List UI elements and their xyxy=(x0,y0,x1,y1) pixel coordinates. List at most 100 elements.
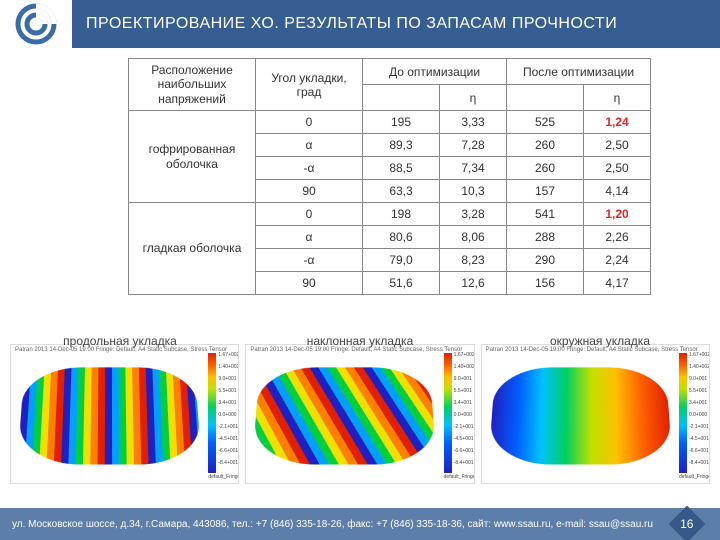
cell-v2: 260 xyxy=(507,134,584,157)
legend-tick: -8.4+001 xyxy=(689,461,709,466)
cell-angle: -α xyxy=(256,249,363,272)
legend-tick: -8.4+001 xyxy=(218,461,238,466)
cell-angle: α xyxy=(256,134,363,157)
cell-e1: 10,3 xyxy=(440,180,507,203)
panels-row: Patran 2013 14-Dec-05 19:00 Fringe: Defa… xyxy=(10,344,710,484)
cell-v2: 525 xyxy=(507,111,584,134)
page-number-diamond: 16 xyxy=(669,506,706,540)
legend-label: default_Fringe xyxy=(679,475,710,480)
fringe-cylinder-icon xyxy=(488,367,673,464)
cell-v2: 157 xyxy=(507,180,584,203)
panel-captions-row: продольная укладка наклонная укладка окр… xyxy=(0,334,720,348)
cell-angle: α xyxy=(256,226,363,249)
th-after: После оптимизации xyxy=(507,59,651,85)
cell-v2: 290 xyxy=(507,249,584,272)
cell-e2: 2,50 xyxy=(584,157,651,180)
results-table: Расположение наибольших напряжений Угол … xyxy=(128,58,651,295)
legend-tick: -4.5+001 xyxy=(454,437,474,442)
page-number: 16 xyxy=(680,517,693,531)
fringe-legend: 1.67+0021.40+0029.0+0015.5+0013.4+0010.0… xyxy=(679,353,707,473)
cell-v1: 63,3 xyxy=(363,180,440,203)
slide: ПРОЕКТИРОВАНИЕ ХО. РЕЗУЛЬТАТЫ ПО ЗАПАСАМ… xyxy=(0,0,720,540)
cell-angle: 0 xyxy=(256,203,363,226)
legend-tick: 9.0+001 xyxy=(689,377,707,382)
legend-tick: 5.5+001 xyxy=(689,389,707,394)
group-label: гладкая оболочка xyxy=(129,203,256,295)
th-before: До оптимизации xyxy=(363,59,507,85)
legend-tick: 1.67+002 xyxy=(218,353,239,358)
cell-e1: 12,6 xyxy=(440,272,507,295)
th-blank2 xyxy=(507,85,584,111)
legend-tick: -4.5+001 xyxy=(689,437,709,442)
caption-oblique: наклонная укладка xyxy=(240,334,480,348)
cell-e1: 8,06 xyxy=(440,226,507,249)
fringe-legend: 1.67+002 1.40+002 9.0+001 5.5+001 3.4+001 0.0… xyxy=(208,353,236,473)
legend-tick: -2.1+001 xyxy=(454,425,474,430)
th-blank1 xyxy=(363,85,440,111)
cell-angle: 90 xyxy=(256,180,363,203)
cell-v1: 195 xyxy=(363,111,440,134)
cell-e2: 2,50 xyxy=(584,134,651,157)
cell-e2: 2,26 xyxy=(584,226,651,249)
logo-swirl-icon xyxy=(14,2,58,46)
cell-angle: -α xyxy=(256,157,363,180)
cell-e1: 3,33 xyxy=(440,111,507,134)
legend-tick: 1.40+002 xyxy=(218,365,239,370)
legend-tick: -6.6+001 xyxy=(454,449,474,454)
cell-v1: 89,3 xyxy=(363,134,440,157)
fringe-cylinder-icon xyxy=(253,367,438,464)
cell-v2: 541 xyxy=(507,203,584,226)
caption-circumferential: окружная укладка xyxy=(480,334,720,348)
legend-label: default_Fringe xyxy=(208,475,239,480)
cell-e2: 1,20 xyxy=(584,203,651,226)
legend-tick: 3.4+001 xyxy=(218,401,236,406)
fringe-legend: 1.67+0021.40+0029.0+0015.5+0013.4+0010.0… xyxy=(444,353,472,473)
legend-tick: -2.1+001 xyxy=(689,425,709,430)
cell-v2: 260 xyxy=(507,157,584,180)
table-row: гладкая оболочка01983,285411,20 xyxy=(129,203,651,226)
cell-v1: 88,5 xyxy=(363,157,440,180)
table-row: гофрированная оболочка01953,335251,24 xyxy=(129,111,651,134)
cell-e1: 3,28 xyxy=(440,203,507,226)
legend-tick: 1.67+002 xyxy=(454,353,475,358)
legend-tick: -6.6+001 xyxy=(218,449,238,454)
legend-tick: -4.5+001 xyxy=(218,437,238,442)
legend-tick: 1.40+002 xyxy=(689,365,710,370)
cell-angle: 90 xyxy=(256,272,363,295)
cell-e2: 2,24 xyxy=(584,249,651,272)
cell-v2: 288 xyxy=(507,226,584,249)
cell-e1: 7,28 xyxy=(440,134,507,157)
cell-v1: 79,0 xyxy=(363,249,440,272)
legend-tick: 3.4+001 xyxy=(454,401,472,406)
legend-tick: 3.4+001 xyxy=(689,401,707,406)
th-eta1: η xyxy=(440,85,507,111)
th-eta2: η xyxy=(584,85,651,111)
cell-e2: 4,17 xyxy=(584,272,651,295)
cell-v1: 80,6 xyxy=(363,226,440,249)
cell-v1: 198 xyxy=(363,203,440,226)
legend-tick: -6.6+001 xyxy=(689,449,709,454)
legend-tick: 5.5+001 xyxy=(454,389,472,394)
footer: ул. Московское шоссе, д.34, г.Самара, 44… xyxy=(0,508,720,540)
legend-tick: 0.0+000 xyxy=(218,413,236,418)
logo-band xyxy=(0,0,72,48)
legend-tick: 9.0+001 xyxy=(218,377,236,382)
th-location: Расположение наибольших напряжений xyxy=(129,59,256,111)
legend-tick: 5.5+001 xyxy=(218,389,236,394)
legend-tick: -2.1+001 xyxy=(218,425,238,430)
panel-circumferential: Patran 2013 14-Dec-05 19:00 Fringe: Defa… xyxy=(481,344,710,484)
legend-tick: 0.0+000 xyxy=(689,413,707,418)
panel-longitudinal: Patran 2013 14-Dec-05 19:00 Fringe: Defa… xyxy=(10,344,239,484)
footer-address: ул. Московское шоссе, д.34, г.Самара, 44… xyxy=(12,519,653,530)
header: ПРОЕКТИРОВАНИЕ ХО. РЕЗУЛЬТАТЫ ПО ЗАПАСАМ… xyxy=(0,0,720,48)
cell-e1: 8,23 xyxy=(440,249,507,272)
group-label: гофрированная оболочка xyxy=(129,111,256,203)
cell-e1: 7,34 xyxy=(440,157,507,180)
cell-angle: 0 xyxy=(256,111,363,134)
panel-oblique: Patran 2013 14-Dec-05 19:00 Fringe: Defa… xyxy=(245,344,474,484)
legend-tick: 0.0+000 xyxy=(454,413,472,418)
legend-tick: 1.40+002 xyxy=(454,365,475,370)
cell-v2: 156 xyxy=(507,272,584,295)
legend-label: default_Fringe xyxy=(444,475,475,480)
legend-tick: -8.4+001 xyxy=(454,461,474,466)
